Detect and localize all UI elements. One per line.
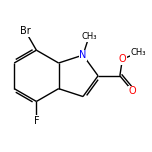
Text: CH₃: CH₃	[130, 48, 146, 57]
Text: N: N	[79, 50, 87, 60]
Text: Br: Br	[20, 26, 31, 36]
Text: F: F	[34, 116, 39, 126]
Text: O: O	[119, 54, 126, 64]
Text: CH₃: CH₃	[81, 32, 97, 41]
Text: O: O	[129, 86, 136, 96]
